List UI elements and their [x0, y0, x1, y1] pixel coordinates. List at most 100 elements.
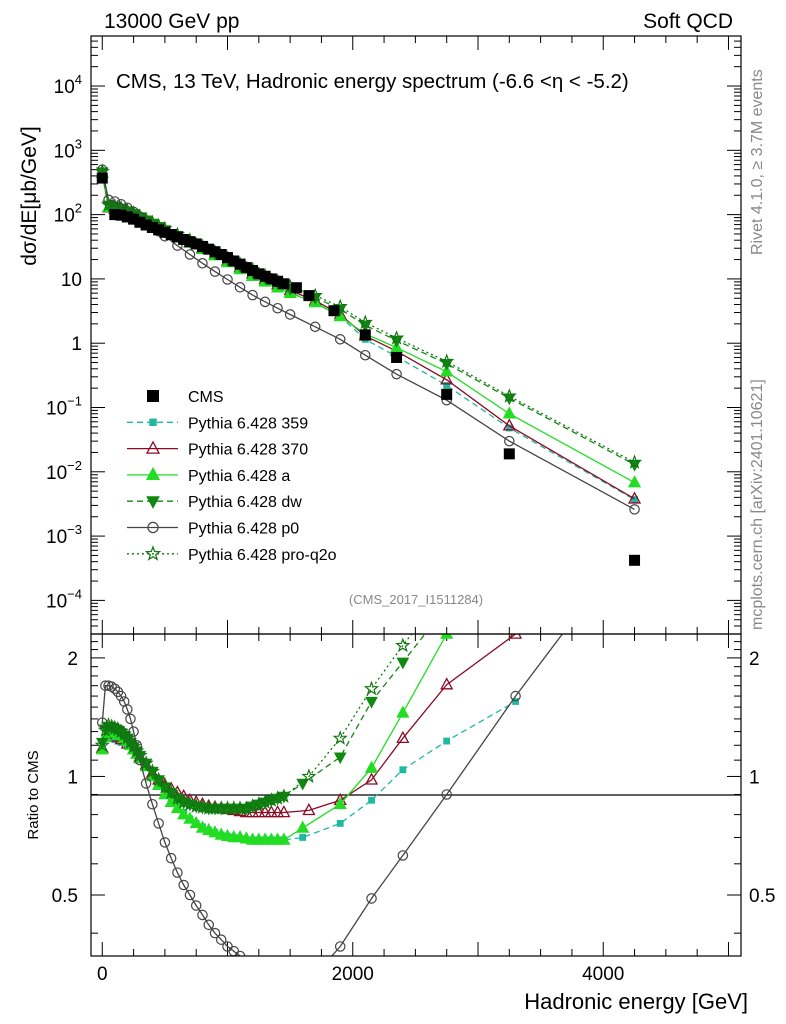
point-CMS [240, 262, 252, 274]
point-CMS [203, 243, 215, 255]
point-pdw [333, 752, 347, 765]
point-pq2o [357, 314, 373, 330]
point-CMS [278, 278, 290, 290]
point-pq2o [144, 763, 161, 778]
point-pq2o [150, 771, 167, 787]
point-CMS [128, 213, 140, 225]
point-pp0 [184, 249, 196, 260]
point-pp0 [125, 713, 136, 725]
point-pp0 [441, 789, 452, 800]
point-pp0 [510, 690, 521, 702]
point-pa [396, 705, 410, 718]
point-pp0 [106, 681, 117, 692]
point-CMS [165, 229, 177, 241]
point-pq2o [94, 737, 110, 752]
point-p370 [627, 491, 642, 504]
y-tick-label: 10−4 [46, 586, 82, 612]
point-CMS [134, 216, 146, 228]
point-CMS [140, 219, 152, 231]
legend-label: Pythia 6.428 359 [188, 415, 308, 432]
point-pq2o [257, 794, 273, 809]
point-pp0 [209, 927, 221, 939]
point-pp0 [178, 879, 189, 891]
point-pp0 [159, 837, 171, 848]
point-p359 [336, 819, 344, 827]
series-line-pq2o [101, 171, 635, 463]
point-pp0 [366, 893, 377, 904]
main-series-layer [94, 163, 643, 566]
point-pq2o [138, 755, 154, 770]
point-CMS [109, 209, 121, 221]
legend-label: CMS [188, 389, 224, 406]
rivet-version-label: Rivet 4.1.0, ≥ 3.7M events [749, 69, 766, 255]
point-pp0 [215, 934, 227, 945]
y-tick-label: 10−2 [46, 458, 82, 484]
point-pp0 [259, 296, 271, 308]
point-pp0 [172, 867, 183, 878]
series-CMS [96, 172, 641, 566]
point-pq2o [157, 778, 173, 794]
point-pdw [396, 657, 410, 670]
point-CMS [303, 290, 315, 302]
ratio-axis-ticks [91, 633, 741, 956]
point-pa [502, 406, 516, 419]
point-pq2o [439, 353, 455, 369]
point-CMS [115, 209, 127, 221]
point-CMS [215, 248, 227, 260]
main-axis-ticks [91, 35, 741, 635]
point-pq2o [301, 768, 317, 784]
point-pp0 [272, 302, 283, 314]
point-CMS [391, 351, 403, 363]
point-pa [296, 820, 310, 833]
point-pa [183, 811, 197, 824]
legend-item-pa: Pythia 6.428 a [127, 466, 290, 485]
point-pa [510, 551, 521, 561]
point-pp0 [304, 978, 313, 987]
ratio-y-tick-label: 2 [67, 649, 78, 670]
point-CMS [228, 255, 240, 267]
y-tick-label: 1 [71, 334, 82, 355]
point-pp0 [242, 959, 251, 968]
point-pq2o [332, 298, 348, 314]
point-pp0 [234, 282, 246, 293]
point-CMS [328, 305, 340, 317]
point-pq2o [116, 726, 132, 741]
point-pp0 [309, 321, 321, 333]
point-p359 [443, 737, 451, 745]
series-pq2o [94, 634, 413, 815]
legend-marker [145, 440, 161, 454]
point-pq2o [176, 794, 192, 809]
point-pp0 [629, 504, 640, 515]
point-pp0 [147, 798, 158, 810]
point-CMS [265, 273, 277, 285]
point-pa [333, 796, 347, 810]
main-y-axis-label: dσ/dE[μb/GeV] [18, 126, 41, 265]
point-CMS [146, 222, 158, 234]
point-CMS [96, 172, 108, 184]
point-p359 [505, 424, 513, 432]
point-pp0 [247, 289, 258, 301]
legend-item-CMS: CMS [147, 389, 224, 406]
x-axis-label: Hadronic energy [GeV] [524, 989, 748, 1014]
legend-marker [147, 521, 159, 534]
point-p370 [271, 805, 285, 818]
legend-item-pp0: Pythia 6.428 p0 [127, 521, 299, 538]
legend-item-p359: Pythia 6.428 359 [127, 415, 308, 432]
series-line-pp0 [101, 634, 564, 956]
point-CMS [196, 240, 208, 252]
legend-item-pdw: Pythia 6.428 dw [127, 494, 302, 511]
point-pq2o [107, 197, 123, 213]
point-pa [627, 475, 642, 488]
point-CMS [259, 270, 271, 282]
point-pp0 [153, 818, 164, 829]
point-CMS [290, 282, 302, 294]
ratio-y-axis-label: Ratio to CMS [25, 750, 42, 839]
ratio-series-layer [94, 551, 564, 987]
point-CMS [503, 448, 515, 460]
point-CMS [629, 554, 641, 566]
point-pq2o [238, 800, 254, 815]
point-pp0 [360, 349, 371, 361]
point-CMS [272, 275, 284, 287]
point-p370 [258, 805, 272, 818]
point-CMS [121, 211, 133, 223]
